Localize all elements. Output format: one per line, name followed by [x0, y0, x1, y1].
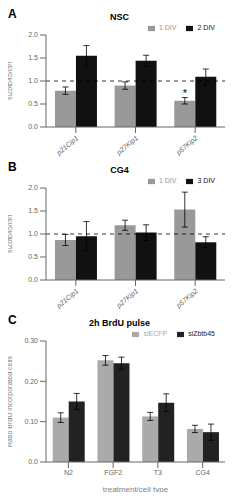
svg-text:p57Kip2: p57Kip2 — [174, 287, 200, 310]
svg-text:siZbtb45/ctrl: siZbtb45/ctrl — [8, 214, 13, 253]
html-text:A: A — [8, 7, 17, 21]
svg-text:p21Cip1: p21Cip1 — [54, 134, 80, 158]
svg-text:CG4: CG4 — [195, 469, 210, 476]
html-text:1 DIV: 1 DIV — [159, 24, 177, 31]
html-text:siECFP: siECFP — [143, 330, 168, 337]
svg-text:0.20: 0.20 — [24, 378, 38, 385]
svg-text:p57Kip2: p57Kip2 — [174, 134, 200, 157]
svg-text:0.0: 0.0 — [28, 458, 38, 465]
html-text:3 DIV: 3 DIV — [197, 177, 215, 184]
html-text:siZbtb45: siZbtb45 — [188, 330, 215, 337]
svg-text:siZbtb45/ctrl: siZbtb45/ctrl — [8, 61, 13, 100]
svg-text:1.0: 1.0 — [28, 230, 38, 237]
html-text:2h BrdU pulse: 2h BrdU pulse — [89, 318, 150, 328]
svg-text:0.0: 0.0 — [28, 276, 38, 283]
html-text:1 DIV: 1 DIV — [159, 177, 177, 184]
html-text:CG4: CG4 — [110, 165, 129, 175]
html-text:2 DIV: 2 DIV — [197, 24, 215, 31]
html-text:C: C — [8, 313, 17, 327]
svg-text:N2: N2 — [64, 469, 73, 476]
svg-text:0.10: 0.10 — [24, 418, 38, 425]
svg-text:p21Cip1: p21Cip1 — [54, 287, 80, 311]
svg-text:1.5: 1.5 — [28, 54, 38, 61]
html-text:B: B — [8, 160, 17, 174]
svg-text:0.5: 0.5 — [28, 253, 38, 260]
svg-text:Ratio BrdU incorporated cells: Ratio BrdU incorporated cells — [8, 355, 14, 447]
svg-text:2.0: 2.0 — [28, 31, 38, 38]
svg-text:treatment/cell type: treatment/cell type — [103, 485, 169, 492]
svg-text:2.0: 2.0 — [28, 184, 38, 191]
svg-text:T3: T3 — [154, 469, 162, 476]
svg-text:0.0: 0.0 — [28, 123, 38, 130]
svg-text:0.5: 0.5 — [28, 100, 38, 107]
svg-text:p27Kip1: p27Kip1 — [114, 134, 140, 157]
svg-text:1.0: 1.0 — [28, 77, 38, 84]
svg-text:p27Kip1: p27Kip1 — [114, 287, 140, 310]
svg-text:FGF2: FGF2 — [104, 469, 122, 476]
svg-text:0.30: 0.30 — [24, 337, 38, 344]
html-text:NSC: NSC — [110, 12, 129, 22]
svg-text:*: * — [183, 87, 188, 99]
svg-text:1.5: 1.5 — [28, 207, 38, 214]
